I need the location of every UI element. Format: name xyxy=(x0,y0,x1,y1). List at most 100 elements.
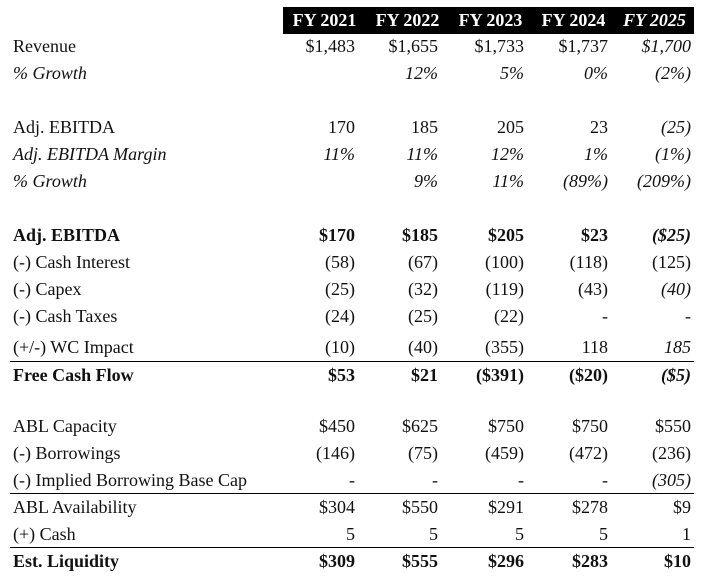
column-header-fy2022: FY 2022 xyxy=(375,10,440,30)
row-ebitda-growth: % Growth 9% 11% (89%) (209%) xyxy=(0,168,701,195)
cell-fy2025: (305) xyxy=(652,470,691,490)
cell-fy2025: (2%) xyxy=(655,63,691,83)
cell-fy2022: $625 xyxy=(402,416,438,436)
row-borrowings: (-) Borrowings (146) (75) (459) (472) (2… xyxy=(0,440,701,467)
cell-fy2025: ($5) xyxy=(661,365,691,385)
cell-fy2021: - xyxy=(349,470,355,490)
row-label: (-) Cash Interest xyxy=(13,252,130,272)
cell-fy2023: $1,733 xyxy=(474,36,525,56)
row-label: Revenue xyxy=(13,36,76,56)
cell-fy2023: $291 xyxy=(488,497,524,517)
cell-fy2024: 5 xyxy=(599,524,608,544)
cell-fy2022: 5 xyxy=(429,524,438,544)
cell-fy2025: $1,700 xyxy=(641,36,692,56)
cell-fy2021: (25) xyxy=(325,279,355,299)
cell-fy2021: 170 xyxy=(328,117,355,137)
row-label: % Growth xyxy=(13,171,87,191)
cell-fy2021: $170 xyxy=(319,225,355,245)
row-adj-ebitda-total: Adj. EBITDA $170 $185 $205 $23 ($25) xyxy=(0,222,701,249)
cell-fy2024: - xyxy=(602,470,608,490)
cell-fy2023: $296 xyxy=(488,551,524,571)
row-wc-impact: (+/-) WC Impact (10) (40) (355) 118 185 xyxy=(0,334,701,361)
cell-fy2024: (43) xyxy=(578,279,608,299)
header-band xyxy=(283,7,694,34)
total-divider xyxy=(10,361,694,362)
cell-fy2021: $304 xyxy=(319,497,355,517)
cell-fy2025: (209%) xyxy=(637,171,691,191)
cell-fy2021: $450 xyxy=(319,416,355,436)
cell-fy2024: (118) xyxy=(569,252,608,272)
cell-fy2021: (146) xyxy=(316,443,355,463)
row-cash-interest: (-) Cash Interest (58) (67) (100) (118) … xyxy=(0,249,701,276)
cell-fy2024: $23 xyxy=(581,225,608,245)
availability-divider xyxy=(10,493,694,494)
cell-fy2025: 1 xyxy=(682,524,691,544)
cell-fy2025: - xyxy=(685,306,691,326)
row-label: % Growth xyxy=(13,63,87,83)
cell-fy2024: 23 xyxy=(590,117,608,137)
cell-fy2022: 12% xyxy=(405,63,438,83)
cell-fy2022: 11% xyxy=(406,144,438,164)
row-cash-taxes: (-) Cash Taxes (24) (25) (22) - - xyxy=(0,303,701,330)
row-est-liquidity: Est. Liquidity $309 $555 $296 $283 $10 xyxy=(0,548,701,575)
row-free-cash-flow: Free Cash Flow $53 $21 ($391) ($20) ($5) xyxy=(0,362,701,389)
row-label: Free Cash Flow xyxy=(13,365,134,385)
row-abl-capacity: ABL Capacity $450 $625 $750 $750 $550 xyxy=(0,413,701,440)
cell-fy2022: $185 xyxy=(402,225,438,245)
cell-fy2024: 118 xyxy=(581,337,608,357)
row-revenue-growth: % Growth 12% 5% 0% (2%) xyxy=(0,60,701,87)
row-cash: (+) Cash 5 5 5 5 1 xyxy=(0,521,701,548)
cell-fy2022: (67) xyxy=(408,252,438,272)
cell-fy2024: $278 xyxy=(572,497,608,517)
cell-fy2022: $1,655 xyxy=(388,36,439,56)
cell-fy2023: $205 xyxy=(488,225,524,245)
cell-fy2024: $750 xyxy=(572,416,608,436)
cell-fy2024: $283 xyxy=(572,551,608,571)
cell-fy2021: (24) xyxy=(325,306,355,326)
cell-fy2023: ($391) xyxy=(476,365,524,385)
cell-fy2024: $1,737 xyxy=(558,36,609,56)
cell-fy2023: 5% xyxy=(500,63,524,83)
row-revenue: Revenue $1,483 $1,655 $1,733 $1,737 $1,7… xyxy=(0,33,701,60)
cell-fy2022: (75) xyxy=(408,443,438,463)
cell-fy2022: (25) xyxy=(408,306,438,326)
cell-fy2021: (58) xyxy=(325,252,355,272)
cell-fy2021: 5 xyxy=(346,524,355,544)
row-label: Adj. EBITDA xyxy=(13,117,115,137)
cell-fy2022: 185 xyxy=(411,117,438,137)
row-abl-availability: ABL Availability $304 $550 $291 $278 $9 xyxy=(0,494,701,521)
cell-fy2023: 5 xyxy=(515,524,524,544)
cell-fy2025: 185 xyxy=(664,337,691,357)
cell-fy2023: 205 xyxy=(497,117,524,137)
cell-fy2021 xyxy=(283,60,355,87)
cell-fy2022: (40) xyxy=(408,337,438,357)
row-ebitda-margin: Adj. EBITDA Margin 11% 11% 12% 1% (1%) xyxy=(0,141,701,168)
cell-fy2022: 9% xyxy=(414,171,438,191)
cell-fy2021: $309 xyxy=(319,551,355,571)
cell-fy2022: $21 xyxy=(411,365,438,385)
row-adj-ebitda: Adj. EBITDA 170 185 205 23 (25) xyxy=(0,114,701,141)
column-header-fy2024: FY 2024 xyxy=(541,10,606,30)
cell-fy2024: - xyxy=(602,306,608,326)
row-label: (-) Cash Taxes xyxy=(13,306,118,326)
cell-fy2023: (119) xyxy=(485,279,524,299)
cell-fy2024: 0% xyxy=(584,63,608,83)
row-label: ABL Capacity xyxy=(13,416,117,436)
cell-fy2025: (25) xyxy=(661,117,691,137)
row-label: (-) Borrowings xyxy=(13,443,121,463)
cell-fy2022: (32) xyxy=(408,279,438,299)
cell-fy2021: (10) xyxy=(325,337,355,357)
cell-fy2023: (355) xyxy=(485,337,524,357)
cell-fy2025: ($25) xyxy=(652,225,691,245)
cell-fy2023: (22) xyxy=(494,306,524,326)
cell-fy2025: $9 xyxy=(673,497,691,517)
cell-fy2025: $10 xyxy=(664,551,691,571)
cell-fy2024: ($20) xyxy=(569,365,608,385)
cell-fy2024: (472) xyxy=(569,443,608,463)
row-label: Est. Liquidity xyxy=(13,551,120,571)
column-header-fy2021: FY 2021 xyxy=(292,10,357,30)
cell-fy2023: (459) xyxy=(485,443,524,463)
column-header-fy2023: FY 2023 xyxy=(458,10,523,30)
cell-fy2021 xyxy=(283,168,355,195)
